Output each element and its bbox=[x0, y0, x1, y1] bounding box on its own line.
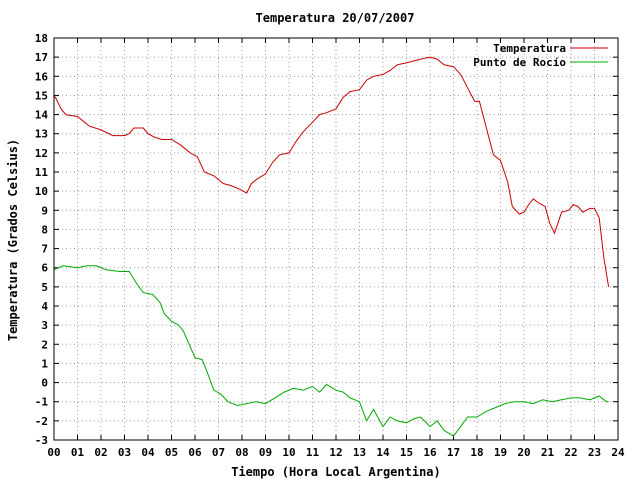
y-tick-label: 3 bbox=[41, 319, 48, 332]
x-tick-label: 18 bbox=[470, 446, 483, 459]
series-line-temperatura bbox=[53, 56, 610, 287]
grid bbox=[54, 38, 618, 440]
x-tick-label: 21 bbox=[541, 446, 555, 459]
y-tick-label: 4 bbox=[41, 300, 48, 313]
x-tick-label: 16 bbox=[423, 446, 437, 459]
x-tick-label: 04 bbox=[141, 446, 155, 459]
legend: Temperatura Punto de Rocío bbox=[473, 42, 608, 69]
x-tick-label: 11 bbox=[306, 446, 320, 459]
x-axis-label: Tiempo (Hora Local Argentina) bbox=[231, 465, 441, 479]
y-tick-label: 11 bbox=[35, 166, 49, 179]
series-line-punto-de-rocio bbox=[53, 265, 609, 437]
y-tick-label: 8 bbox=[41, 223, 48, 236]
x-tick-label: 01 bbox=[71, 446, 85, 459]
plot-series bbox=[53, 56, 610, 437]
x-tick-label: 17 bbox=[447, 446, 460, 459]
y-axis-label: Temperatura (Grados Celsius) bbox=[6, 139, 20, 341]
y-tick-label: 10 bbox=[35, 185, 48, 198]
legend-label-temperatura: Temperatura bbox=[493, 42, 566, 55]
chart-title: Temperatura 20/07/2007 bbox=[256, 11, 415, 25]
x-tick-label: 23 bbox=[588, 446, 601, 459]
x-tick-label: 05 bbox=[165, 446, 178, 459]
y-tick-label: 14 bbox=[35, 109, 49, 122]
x-tick-label: 00 bbox=[47, 446, 60, 459]
y-tick-label: 13 bbox=[35, 128, 48, 141]
x-tick-label: 22 bbox=[564, 446, 577, 459]
y-tick-label: 16 bbox=[35, 70, 49, 83]
x-tick-label: 12 bbox=[329, 446, 342, 459]
y-tick-label: 12 bbox=[35, 147, 48, 160]
y-tick-label: 2 bbox=[41, 338, 48, 351]
y-tick-label: 17 bbox=[35, 51, 48, 64]
x-tick-label: 09 bbox=[259, 446, 272, 459]
x-tick-label: 02 bbox=[94, 446, 107, 459]
x-axis-ticks: 00 01 02 03 04 05 06 07 08 09 10 11 12 13 14 15 16 17 18 19… bbox=[47, 38, 625, 459]
legend-label-punto-de-rocio: Punto de Rocío bbox=[473, 56, 566, 69]
y-tick-label: 1 bbox=[41, 357, 48, 370]
x-tick-label: 20 bbox=[517, 446, 530, 459]
y-tick-label: 0 bbox=[41, 377, 48, 390]
x-tick-label: 03 bbox=[118, 446, 131, 459]
x-tick-label: 24 bbox=[611, 446, 625, 459]
y-tick-label: 18 bbox=[35, 32, 48, 45]
y-tick-label: -2 bbox=[35, 415, 48, 428]
y-tick-label: -3 bbox=[35, 434, 48, 447]
x-tick-label: 19 bbox=[494, 446, 507, 459]
x-tick-label: 07 bbox=[212, 446, 225, 459]
y-tick-label: 15 bbox=[35, 89, 48, 102]
y-tick-label: 7 bbox=[41, 243, 48, 256]
y-tick-label: 5 bbox=[41, 281, 48, 294]
x-tick-label: 10 bbox=[282, 446, 295, 459]
y-tick-label: 9 bbox=[41, 204, 48, 217]
x-tick-label: 15 bbox=[400, 446, 413, 459]
x-tick-label: 13 bbox=[353, 446, 366, 459]
x-tick-label: 08 bbox=[235, 446, 248, 459]
x-tick-label: 06 bbox=[188, 446, 202, 459]
y-tick-label: 6 bbox=[41, 262, 48, 275]
plot-frame bbox=[53, 37, 619, 441]
x-tick-label: 14 bbox=[376, 446, 390, 459]
y-tick-label: -1 bbox=[35, 396, 49, 409]
